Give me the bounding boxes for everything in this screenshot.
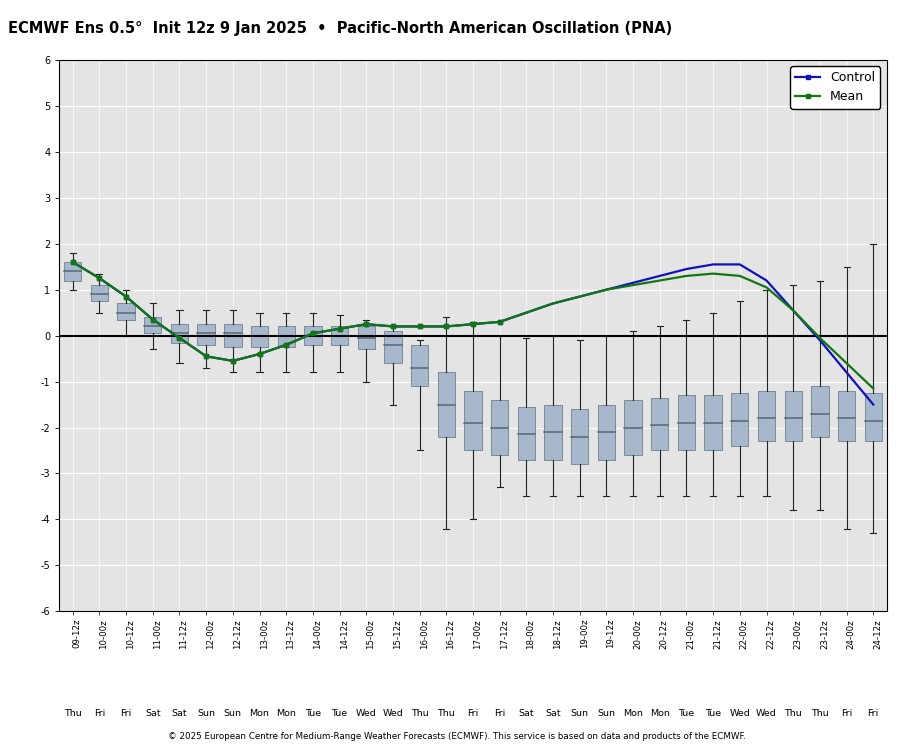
Text: 13-12z: 13-12z (286, 619, 295, 649)
Text: Thu: Thu (811, 710, 829, 718)
Text: © 2025 European Centre for Medium-Range Weather Forecasts (ECMWF). This service : © 2025 European Centre for Medium-Range … (168, 732, 746, 741)
Text: 10-12z: 10-12z (126, 619, 135, 649)
Text: Tue: Tue (705, 710, 721, 718)
Text: Wed: Wed (756, 710, 777, 718)
Text: 22-12z: 22-12z (767, 619, 775, 649)
Text: Wed: Wed (383, 710, 403, 718)
Text: 12-00z: 12-00z (207, 619, 215, 649)
Text: Sun: Sun (598, 710, 615, 718)
Text: Fri: Fri (467, 710, 479, 718)
Text: 16-00z: 16-00z (420, 619, 429, 649)
Text: Mon: Mon (650, 710, 670, 718)
Bar (278, 326, 295, 347)
Text: 12-12z: 12-12z (233, 619, 242, 649)
Bar (464, 391, 482, 451)
Text: 20-12z: 20-12z (660, 619, 669, 649)
Text: 17-12z: 17-12z (500, 619, 509, 649)
Text: Fri: Fri (121, 710, 132, 718)
Bar (571, 410, 589, 464)
Text: ECMWF Ens 0.5°  Init 12z 9 Jan 2025  •  Pacific-North American Oscillation (PNA): ECMWF Ens 0.5° Init 12z 9 Jan 2025 • Pac… (7, 21, 672, 35)
Text: 21-00z: 21-00z (686, 619, 696, 649)
Legend: Control, Mean: Control, Mean (791, 66, 880, 109)
Bar (651, 398, 668, 451)
Bar (90, 285, 108, 302)
Text: 16-12z: 16-12z (446, 619, 455, 649)
Bar (865, 393, 882, 441)
Text: Sun: Sun (570, 710, 589, 718)
Text: 09-12z: 09-12z (73, 619, 81, 649)
Text: 23-00z: 23-00z (793, 619, 802, 649)
Bar (517, 406, 535, 460)
Text: 23-12z: 23-12z (820, 619, 829, 649)
Text: 14-00z: 14-00z (313, 619, 322, 649)
Bar (438, 373, 455, 436)
Bar (491, 400, 508, 455)
Text: 15-00z: 15-00z (367, 619, 376, 649)
Bar (384, 331, 401, 363)
Text: Thu: Thu (438, 710, 455, 718)
Text: Sat: Sat (518, 710, 534, 718)
Bar (838, 391, 856, 441)
Text: 15-12z: 15-12z (393, 619, 402, 649)
Text: Wed: Wed (729, 710, 750, 718)
Text: Wed: Wed (356, 710, 377, 718)
Bar (705, 395, 722, 451)
Bar (197, 324, 215, 345)
Text: 21-12z: 21-12z (713, 619, 722, 649)
Bar (224, 324, 241, 347)
Bar (678, 395, 696, 451)
Text: 20-00z: 20-00z (633, 619, 643, 649)
Text: Sat: Sat (172, 710, 187, 718)
Bar (250, 326, 268, 347)
Bar (812, 386, 829, 436)
Text: 22-00z: 22-00z (739, 619, 749, 649)
Text: Sun: Sun (224, 710, 242, 718)
Text: 17-00z: 17-00z (473, 619, 482, 649)
Text: Mon: Mon (276, 710, 296, 718)
Text: 11-00z: 11-00z (153, 619, 162, 649)
Text: Tue: Tue (678, 710, 695, 718)
Text: Fri: Fri (94, 710, 105, 718)
Text: Sun: Sun (197, 710, 215, 718)
Text: Tue: Tue (332, 710, 347, 718)
Text: Mon: Mon (623, 710, 643, 718)
Text: Fri: Fri (494, 710, 505, 718)
Text: Tue: Tue (305, 710, 321, 718)
Bar (758, 391, 775, 441)
Bar (304, 326, 322, 345)
Bar (117, 304, 134, 320)
Bar (731, 393, 749, 445)
Text: Fri: Fri (841, 710, 852, 718)
Text: 14-12z: 14-12z (340, 619, 348, 649)
Text: 13-00z: 13-00z (260, 619, 269, 649)
Text: Thu: Thu (784, 710, 802, 718)
Bar (64, 262, 81, 280)
Bar (784, 391, 802, 441)
Text: 19-12z: 19-12z (606, 619, 615, 649)
Bar (331, 326, 348, 345)
Text: 19-00z: 19-00z (579, 619, 589, 649)
Text: Thu: Thu (410, 710, 429, 718)
Text: Sat: Sat (145, 710, 161, 718)
Text: 11-12z: 11-12z (179, 619, 188, 649)
Bar (171, 324, 188, 343)
Text: Fri: Fri (867, 710, 879, 718)
Bar (357, 326, 375, 350)
Bar (144, 317, 162, 333)
Text: 18-12z: 18-12z (553, 619, 562, 649)
Text: 24-12z: 24-12z (873, 619, 882, 649)
Bar (411, 345, 429, 386)
Text: Thu: Thu (64, 710, 81, 718)
Bar (545, 404, 562, 460)
Bar (598, 404, 615, 460)
Bar (624, 400, 642, 455)
Text: Mon: Mon (250, 710, 270, 718)
Text: 24-00z: 24-00z (846, 619, 856, 649)
Text: 10-00z: 10-00z (100, 619, 109, 649)
Text: 18-00z: 18-00z (526, 619, 536, 649)
Text: Sat: Sat (546, 710, 561, 718)
